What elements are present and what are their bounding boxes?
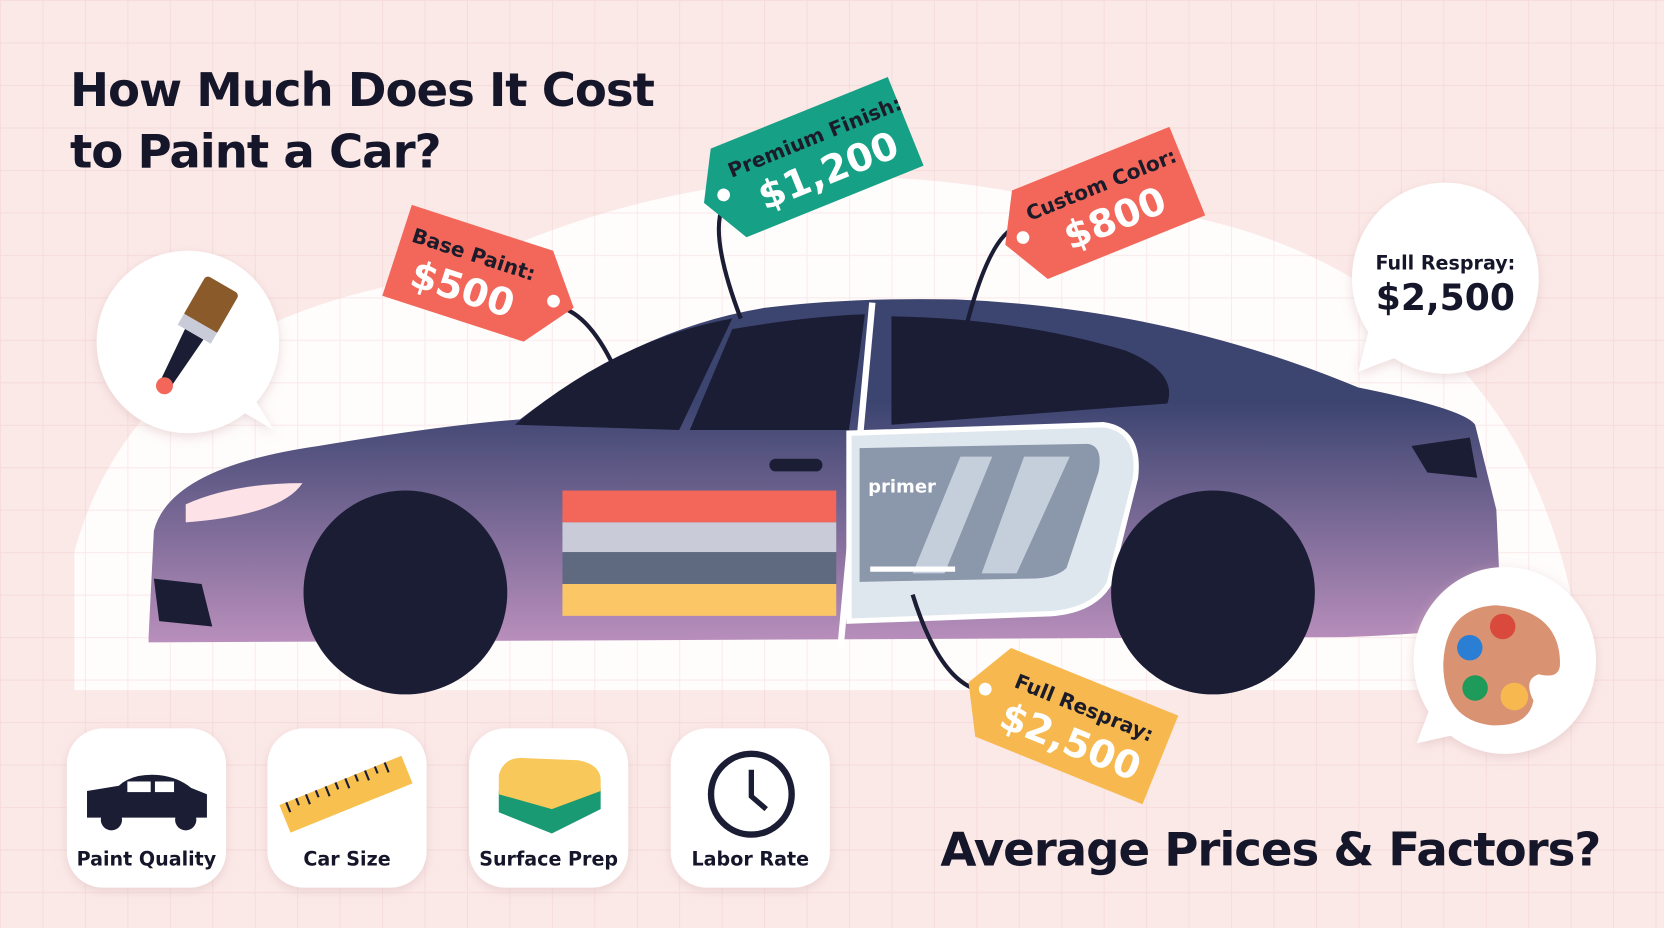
svg-text:Car Size: Car Size	[303, 847, 390, 870]
front-wheel	[303, 490, 508, 695]
primer-label: primer	[868, 477, 936, 498]
clock-icon	[707, 750, 795, 838]
palette-icon	[1443, 605, 1560, 726]
car-icon	[87, 774, 207, 831]
factor-card-paint-quality: Paint Quality	[66, 728, 227, 888]
ruler-icon	[279, 755, 413, 833]
svg-text:Surface Prep: Surface Prep	[479, 847, 618, 870]
sponge-icon	[498, 757, 601, 834]
subtitle: Average Prices & Factors?	[940, 823, 1600, 877]
factor-card-surface-prep: Surface Prep	[469, 728, 629, 888]
factor-card-labor-rate: Labor Rate	[670, 728, 830, 888]
rear-wheel	[1111, 490, 1315, 695]
bubble-label: Full Respray:	[1375, 252, 1515, 275]
paintbrush-icon	[156, 276, 238, 395]
price-tag-premium-finish: Premium Finish: $1,200	[703, 77, 924, 238]
page-title-line2: to Paint a Car?	[70, 126, 441, 180]
svg-text:Labor Rate: Labor Rate	[692, 847, 810, 870]
factor-card-car-size: Car Size	[267, 728, 427, 888]
page-title-line1: How Much Does It Cost	[70, 64, 655, 118]
full-respray-bubble	[1352, 182, 1539, 374]
bubble-value: $2,500	[1376, 277, 1515, 319]
svg-text:Paint Quality: Paint Quality	[77, 847, 217, 870]
price-tag-base-paint: Base Paint: $500	[382, 204, 574, 342]
